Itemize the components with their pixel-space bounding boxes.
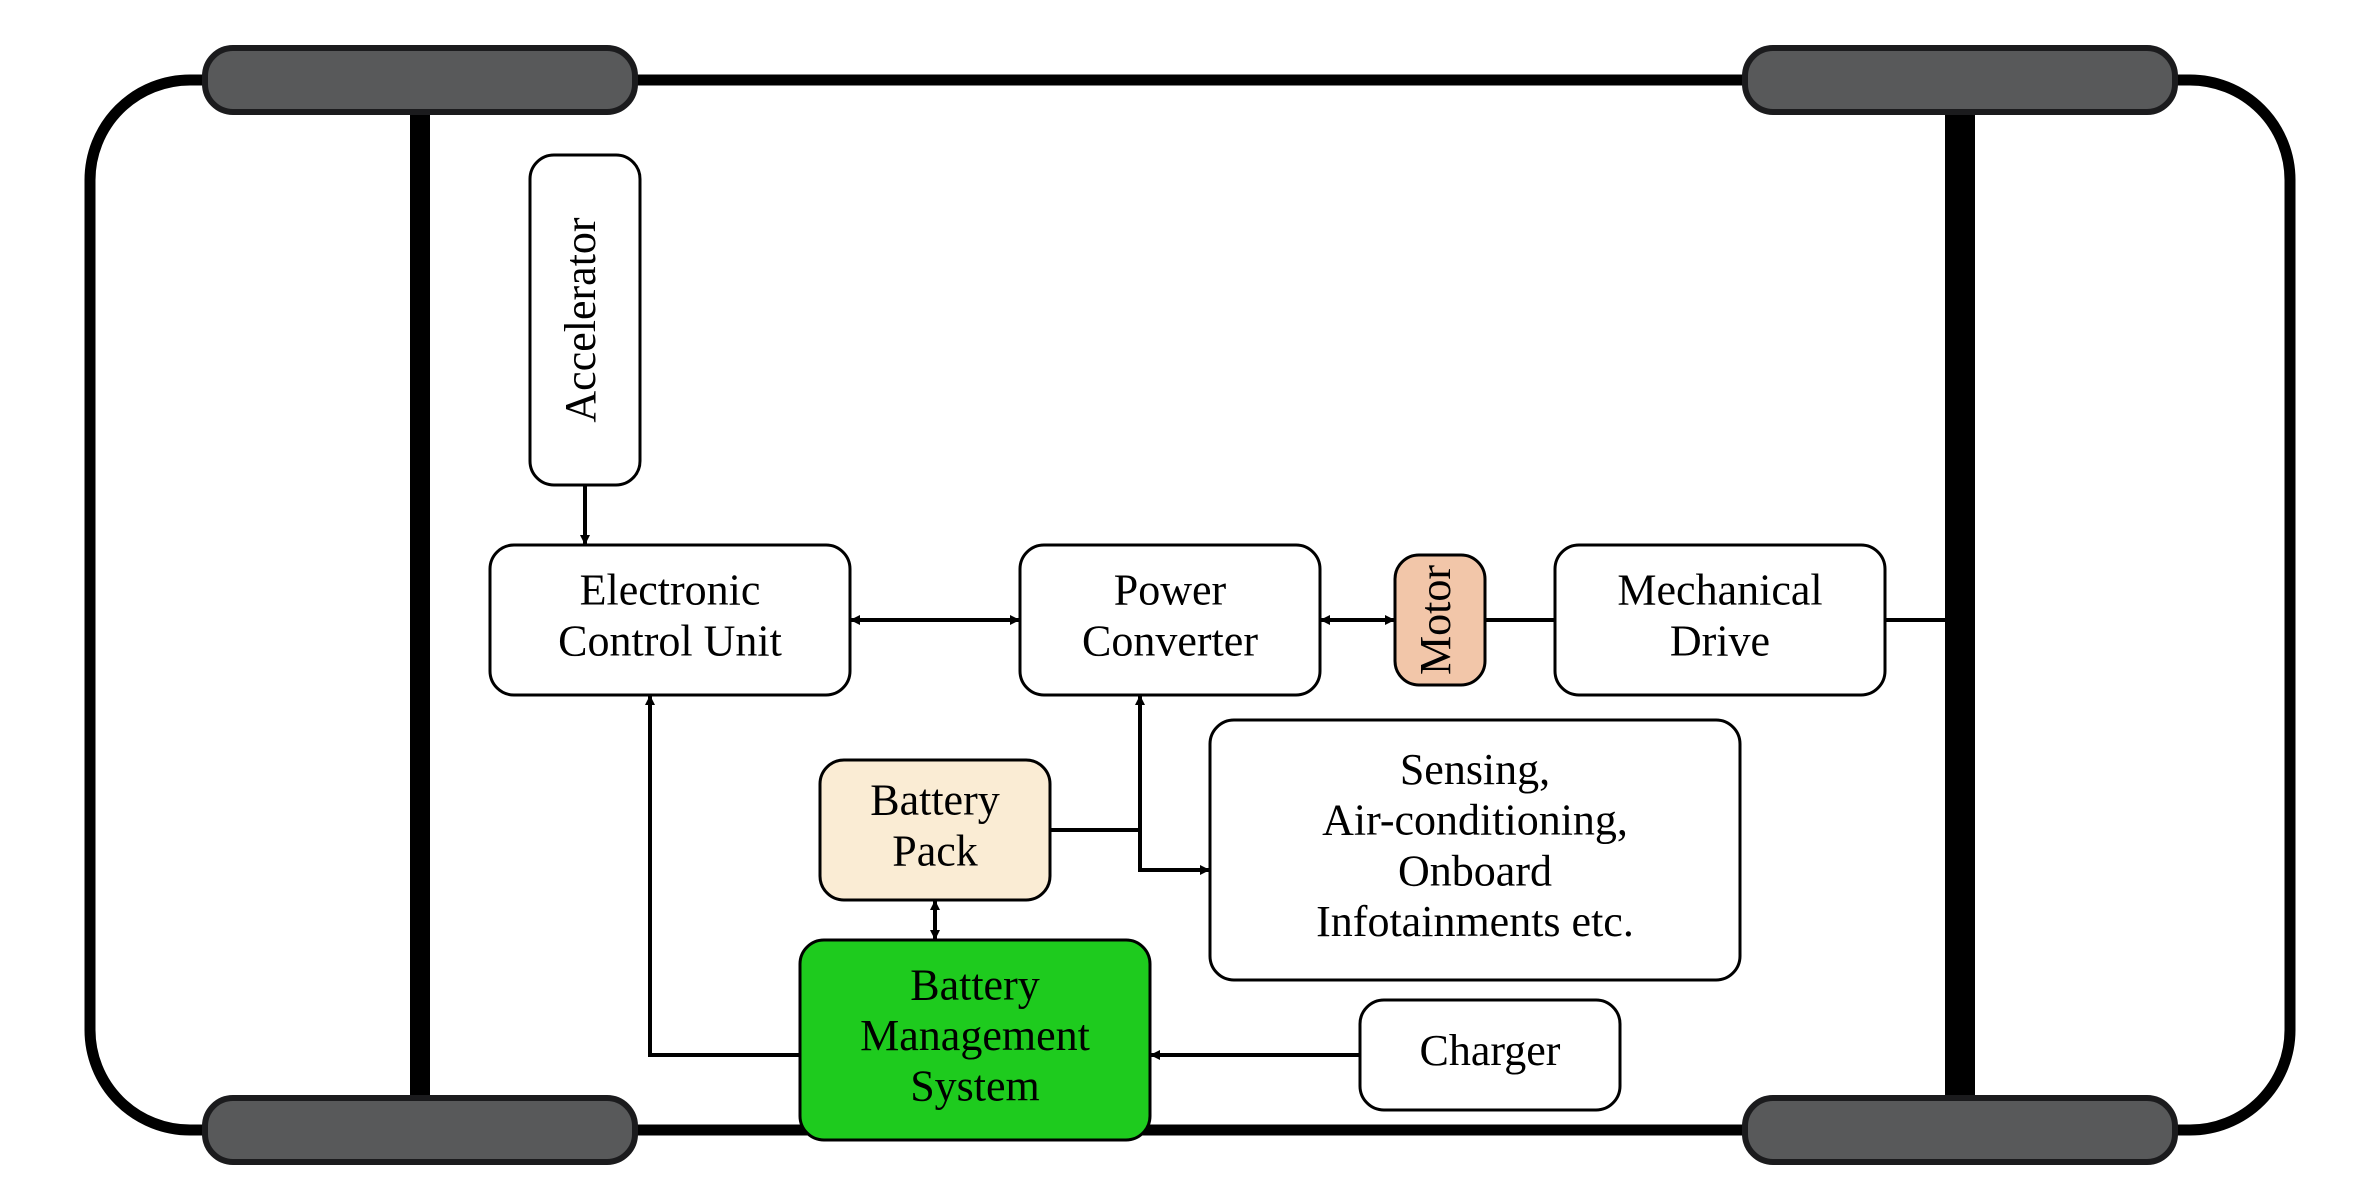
edge-bp-pc <box>1050 695 1140 830</box>
node-accelerator: Accelerator <box>530 155 640 485</box>
node-battery_pack: BatteryPack <box>820 760 1050 900</box>
node-power_converter: PowerConverter <box>1020 545 1320 695</box>
node-motor: Motor <box>1395 555 1485 685</box>
node-aux: Sensing,Air-conditioning,OnboardInfotain… <box>1210 720 1740 980</box>
node-bms: BatteryManagementSystem <box>800 940 1150 1140</box>
wheel-0 <box>205 48 635 112</box>
ev-block-diagram: Accelerator ElectronicControl Unit PowerCo… <box>0 0 2376 1201</box>
label-ecu: ElectronicControl Unit <box>558 566 782 666</box>
edge-bp-aux <box>1140 830 1210 870</box>
wheel-3 <box>1745 1098 2175 1162</box>
edge-ecu-bms <box>650 695 800 1055</box>
label-accelerator: Accelerator <box>556 217 605 423</box>
label-charger: Charger <box>1420 1026 1561 1075</box>
label-motor: Motor <box>1411 565 1460 675</box>
wheel-2 <box>205 1098 635 1162</box>
wheel-1 <box>1745 48 2175 112</box>
node-charger: Charger <box>1360 1000 1620 1110</box>
node-ecu: ElectronicControl Unit <box>490 545 850 695</box>
node-mechanical_drive: MechanicalDrive <box>1555 545 1885 695</box>
